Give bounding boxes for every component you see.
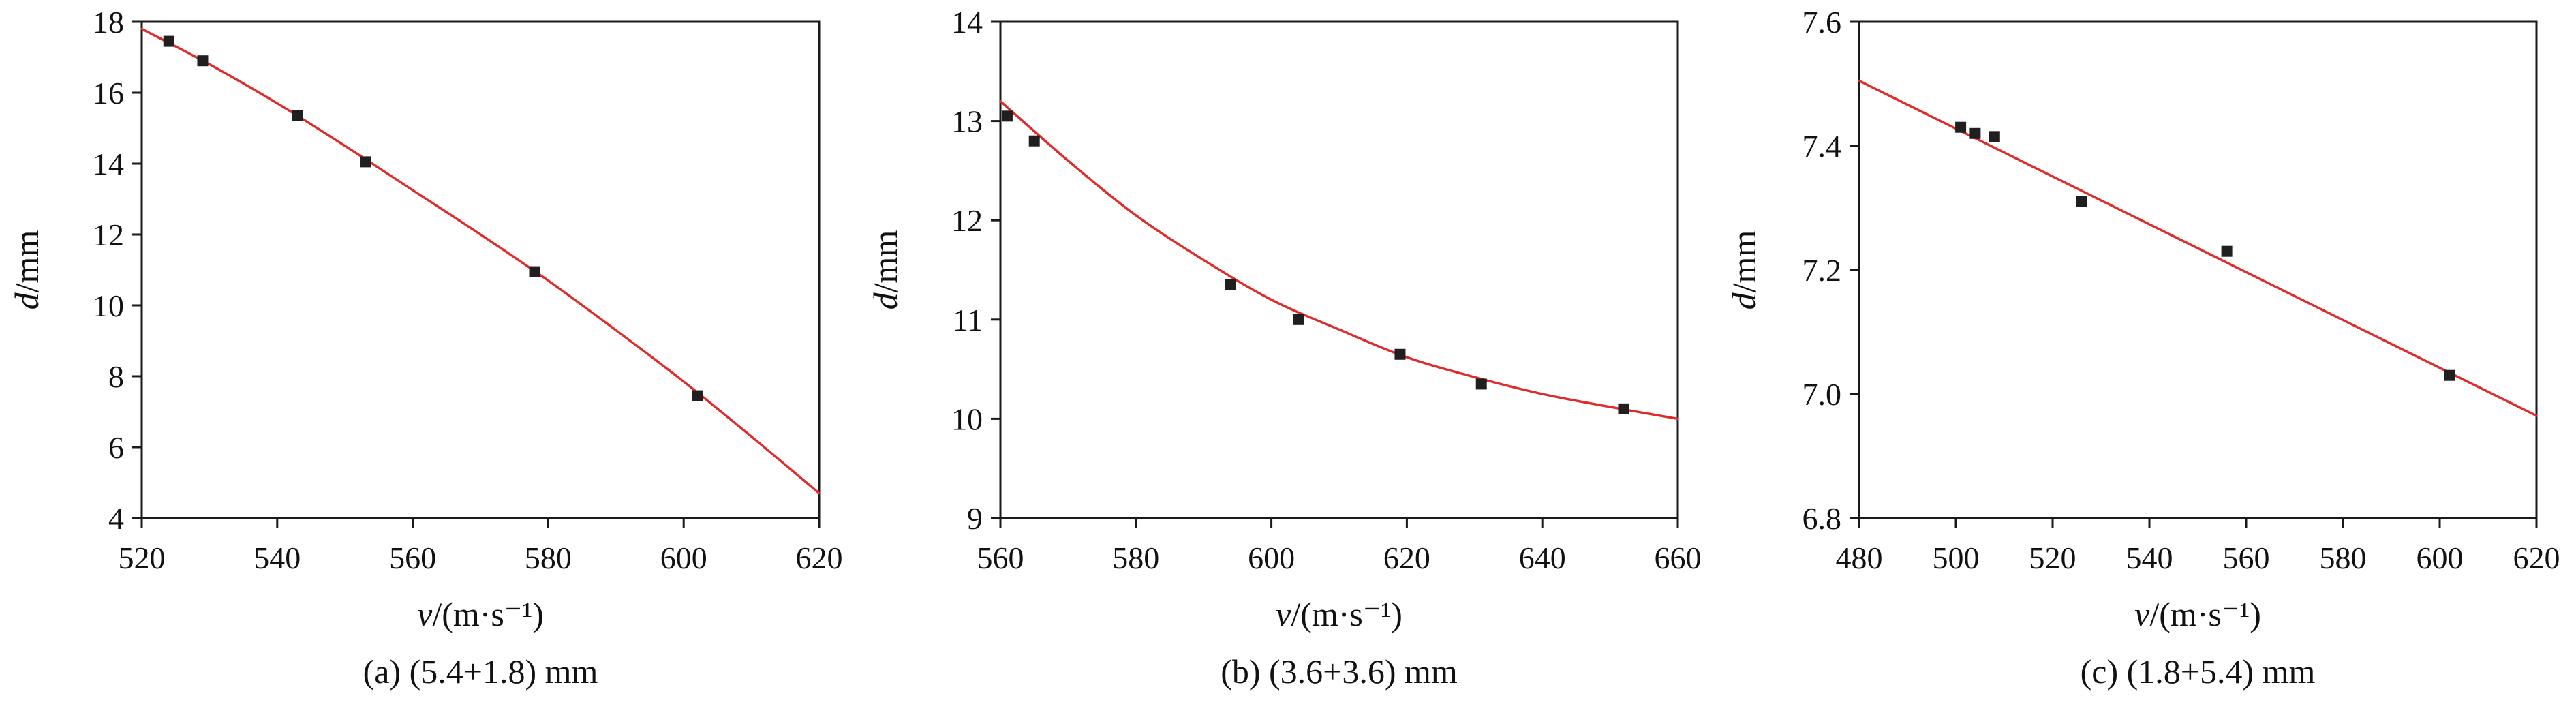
- x-tick-label: 600: [660, 541, 707, 575]
- x-tick-label: 580: [1112, 541, 1159, 575]
- data-point-marker: [197, 55, 209, 67]
- fit-line: [140, 27, 821, 495]
- data-point-marker: [529, 266, 540, 277]
- x-tick-label: 540: [254, 541, 301, 575]
- x-tick-label: 600: [1248, 541, 1295, 575]
- x-tick-label: 580: [2320, 541, 2367, 575]
- chart-a-caption: (a) (5.4+1.8) mm: [363, 652, 598, 691]
- y-tick-label: 10: [93, 288, 124, 323]
- x-axis-title: v/(m·s⁻¹): [1276, 595, 1402, 633]
- data-points: [1955, 121, 2455, 381]
- x-tick-label: 580: [525, 541, 572, 575]
- y-axis-title: d/mm: [7, 230, 46, 310]
- plot-frame: [140, 20, 821, 519]
- y-tick-label: 6: [108, 430, 124, 465]
- data-points: [1001, 110, 1629, 414]
- data-point-marker: [1394, 348, 1406, 360]
- data-point-marker: [1028, 135, 1040, 147]
- x-tick-label: 620: [796, 541, 843, 575]
- chart-panel-a: 520 540 560 580 600 620 4 6 8 10 12 14 16 18 v/(m·s⁻¹)…: [0, 0, 859, 713]
- x-tick-label: 620: [1383, 541, 1430, 575]
- x-tick-label: 520: [119, 541, 166, 575]
- x-tick-label: 660: [1655, 541, 1702, 575]
- chart-b-caption: (b) (3.6+3.6) mm: [1221, 652, 1458, 691]
- data-point-marker: [2221, 245, 2233, 257]
- y-tick-label: 7.4: [1803, 129, 1842, 164]
- y-tick-label: 7.2: [1803, 253, 1842, 288]
- data-point-marker: [1955, 121, 1967, 133]
- data-point-marker: [1475, 378, 1487, 390]
- x-tick-label: 520: [2029, 541, 2076, 575]
- data-points: [163, 35, 703, 401]
- chart-c-caption: (c) (1.8+5.4) mm: [2080, 652, 2316, 691]
- data-point-marker: [163, 35, 174, 47]
- x-tick-label: 600: [2417, 541, 2464, 575]
- data-point-marker: [1989, 131, 2000, 142]
- data-point-marker: [360, 156, 371, 168]
- y-tick-label: 11: [953, 303, 983, 337]
- y-tick-label: 14: [93, 147, 124, 181]
- y-tick-label: 9: [967, 501, 983, 536]
- data-point-marker: [1293, 314, 1304, 325]
- y-tick-label: 6.8: [1803, 501, 1842, 536]
- y-tick-label: 10: [951, 401, 983, 436]
- data-point-marker: [1225, 279, 1236, 290]
- x-tick-label: 480: [1836, 541, 1883, 575]
- x-tick-label: 500: [1933, 541, 1980, 575]
- y-tick-label: 4: [108, 501, 124, 536]
- data-point-marker: [2444, 369, 2455, 381]
- y-axis-title: d/mm: [866, 230, 904, 310]
- x-tick-label: 540: [2126, 541, 2173, 575]
- data-point-marker: [1618, 403, 1629, 414]
- chart-panel-c: 480 500 520 540 560 580 600 620 6.8 7.0 7.2 7.4 7.6 v…: [1717, 0, 2576, 713]
- y-tick-label: 14: [951, 5, 983, 40]
- data-point-marker: [1001, 110, 1013, 122]
- x-tick-label: 640: [1519, 541, 1566, 575]
- y-tick-label: 12: [951, 203, 983, 238]
- chart-b-plot: 560 580 600 620 640 660 9 10 11 12 13 14 v/(m·s⁻¹) d/…: [866, 5, 1702, 633]
- y-tick-label: 13: [951, 104, 983, 139]
- y-axis-title: d/mm: [1725, 230, 1763, 310]
- x-tick-label: 560: [977, 541, 1024, 575]
- x-tick-label: 620: [2513, 541, 2560, 575]
- x-axis-title: v/(m·s⁻¹): [2134, 595, 2261, 633]
- plot-frame: [999, 20, 1679, 519]
- y-tick-label: 16: [93, 76, 124, 110]
- data-point-marker: [2076, 196, 2087, 207]
- chart-c-plot: 480 500 520 540 560 580 600 620 6.8 7.0 7.2 7.4 7.6 v…: [1725, 5, 2560, 633]
- data-point-marker: [1969, 127, 1981, 139]
- y-tick-label: 12: [93, 217, 124, 252]
- chart-panel-b: 560 580 600 620 640 660 9 10 11 12 13 14 v/(m·s⁻¹) d/…: [859, 0, 1717, 713]
- fit-line: [999, 100, 1679, 421]
- data-point-marker: [292, 110, 303, 121]
- plot-frame: [1858, 20, 2538, 519]
- x-axis-title: v/(m·s⁻¹): [417, 595, 544, 633]
- chart-a-plot: 520 540 560 580 600 620 4 6 8 10 12 14 16 18 v/(m·s⁻¹)…: [7, 5, 843, 633]
- x-tick-label: 560: [2223, 541, 2270, 575]
- data-point-marker: [692, 390, 703, 401]
- y-tick-label: 18: [93, 5, 124, 40]
- y-tick-label: 7.6: [1803, 5, 1842, 40]
- x-tick-label: 560: [389, 541, 436, 575]
- y-tick-label: 7.0: [1803, 377, 1842, 412]
- y-tick-label: 8: [108, 359, 124, 394]
